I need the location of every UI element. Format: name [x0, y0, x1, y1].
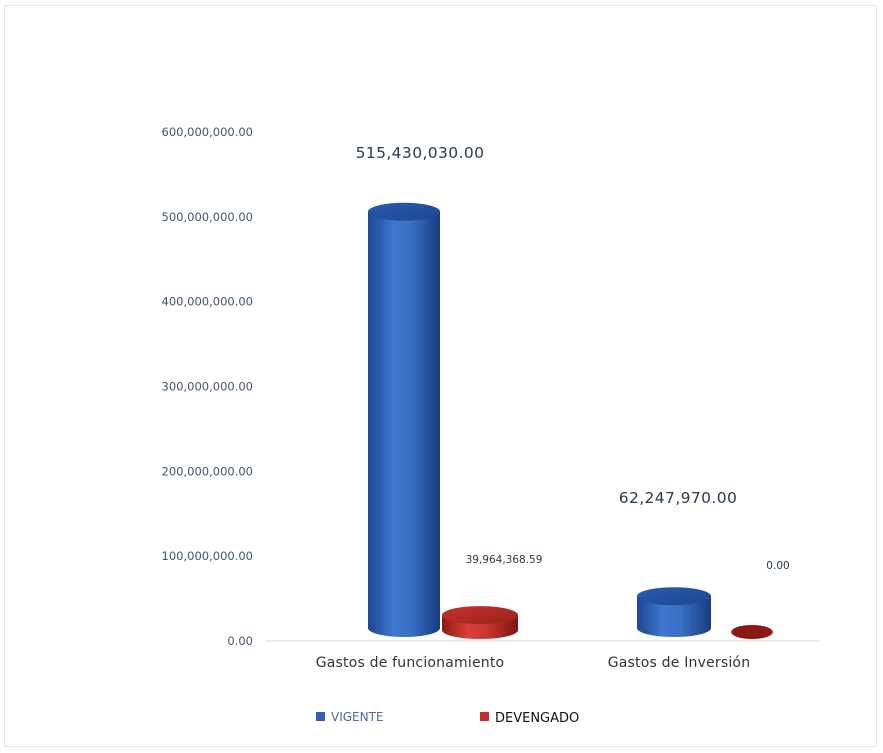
x-tick-label: Gastos de funcionamiento: [316, 655, 505, 671]
bar-top: [368, 202, 440, 221]
bar-disc: [731, 625, 773, 639]
bar-body: [368, 211, 440, 637]
legend-swatch-devengado: [480, 712, 489, 721]
data-label-vigente-1: 515,430,030.00: [356, 144, 485, 162]
y-tick-label: 100,000,000.00: [162, 549, 253, 563]
bar-body: [637, 596, 711, 637]
y-tick-label: 200,000,000.00: [162, 464, 253, 478]
legend-swatch-vigente: [316, 712, 325, 721]
bar-top: [442, 606, 518, 625]
data-label-vigente-2: 62,247,970.00: [619, 489, 738, 507]
data-label-devengado-2: 0.00: [766, 560, 789, 572]
data-labels: 515,430,030.00 39,964,368.59 62,247,970.00…: [356, 144, 790, 572]
legend-label-devengado: DEVENGADO: [495, 711, 579, 726]
chart-frame: [4, 5, 877, 747]
y-tick-label: 500,000,000.00: [162, 210, 253, 224]
bar-vigente-1: [368, 202, 440, 637]
data-label-devengado-1: 39,964,368.59: [466, 554, 543, 566]
legend-label-vigente: VIGENTE: [331, 710, 384, 724]
bar-devengado-2: [731, 625, 773, 639]
y-tick-label: 400,000,000.00: [162, 295, 253, 309]
y-tick-label: 0.00: [227, 634, 253, 648]
legend: VIGENTE DEVENGADO: [316, 710, 579, 726]
chart-bars: [368, 202, 773, 639]
bar-devengado-1: [442, 606, 518, 639]
x-axis-tick-labels: Gastos de funcionamiento Gastos de Invers…: [316, 655, 751, 671]
bar-top: [637, 587, 711, 606]
y-tick-label: 600,000,000.00: [162, 125, 253, 139]
bar-vigente-2: [637, 587, 711, 637]
y-axis-tick-labels: 0.00 100,000,000.00 200,000,000.00 300,000,…: [162, 125, 253, 648]
y-tick-label: 300,000,000.00: [162, 380, 253, 394]
x-tick-label: Gastos de Inversión: [608, 655, 751, 671]
